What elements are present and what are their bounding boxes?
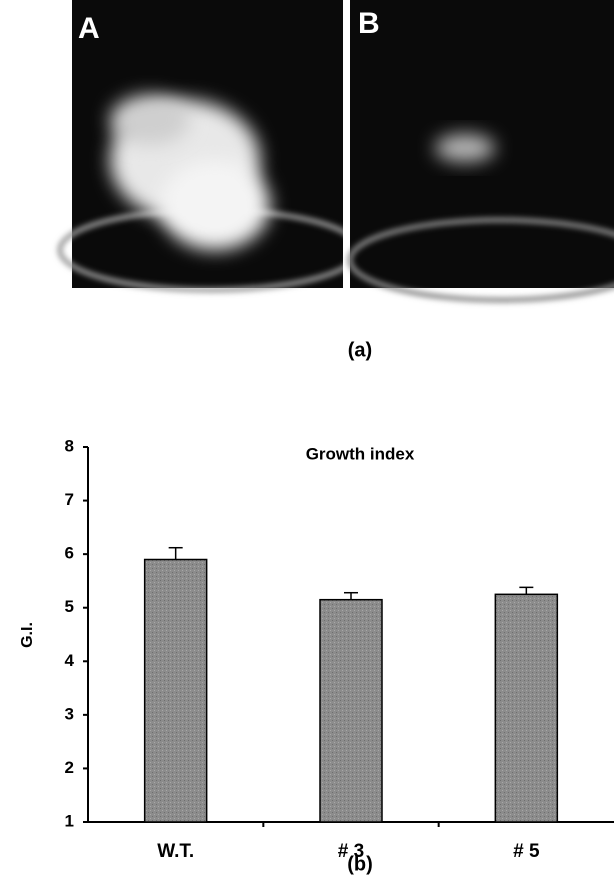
bar — [320, 600, 382, 822]
y-tick-label: 2 — [65, 758, 74, 777]
y-tick-label: 8 — [65, 436, 74, 455]
y-tick-label: 7 — [65, 490, 74, 509]
error-bar — [344, 593, 358, 600]
y-tick-label: 5 — [65, 597, 74, 616]
panel-label: B — [358, 7, 380, 40]
figure: A B (a) Growth index G.I. (b) 12345678W.… — [0, 0, 614, 880]
x-tick-label: # 5 — [513, 841, 540, 862]
y-tick-label: 1 — [65, 811, 74, 830]
panel-label: A — [78, 12, 100, 45]
photo-b — [350, 0, 614, 300]
x-tick-label: # 3 — [338, 841, 364, 862]
caption: (a) — [348, 339, 372, 361]
photo-a — [60, 0, 360, 290]
error-bar — [519, 587, 533, 594]
y-tick-label: 3 — [65, 704, 74, 723]
y-tick-label: 6 — [65, 544, 74, 563]
bar — [495, 594, 557, 822]
bar — [145, 560, 207, 823]
error-bar — [169, 548, 183, 560]
y-tick-label: 4 — [65, 651, 75, 670]
chart-title: Growth index — [306, 444, 415, 463]
x-tick-label: W.T. — [157, 841, 194, 862]
y-axis-label: G.I. — [19, 622, 36, 648]
